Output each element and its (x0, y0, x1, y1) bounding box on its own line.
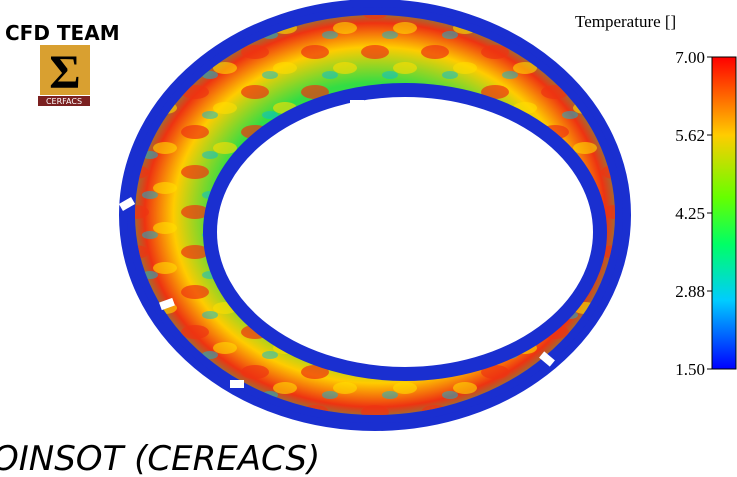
ring-visualization (119, 0, 630, 458)
caption: OINSOT (CEREACS) (0, 439, 320, 477)
colorbar-title: Temperature [] (575, 12, 676, 31)
logo-sigma: Σ (49, 46, 80, 99)
colorbar-scale (712, 57, 736, 369)
logo-subtitle: CERFACS (46, 97, 82, 106)
colorbar-tick-label: 4.25 (675, 204, 705, 223)
colorbar-tick-label: 5.62 (675, 126, 705, 145)
colorbar-tick-label: 1.50 (675, 360, 705, 379)
logo: CFD TEAM Σ CERFACS (5, 21, 120, 106)
page: CFD TEAM Σ CERFACS Temperature [] 7.00 5.… (0, 0, 737, 477)
colorbar-tick-label: 7.00 (675, 48, 705, 67)
logo-title: CFD TEAM (5, 21, 120, 45)
colorbar-tick-label: 2.88 (675, 282, 705, 301)
